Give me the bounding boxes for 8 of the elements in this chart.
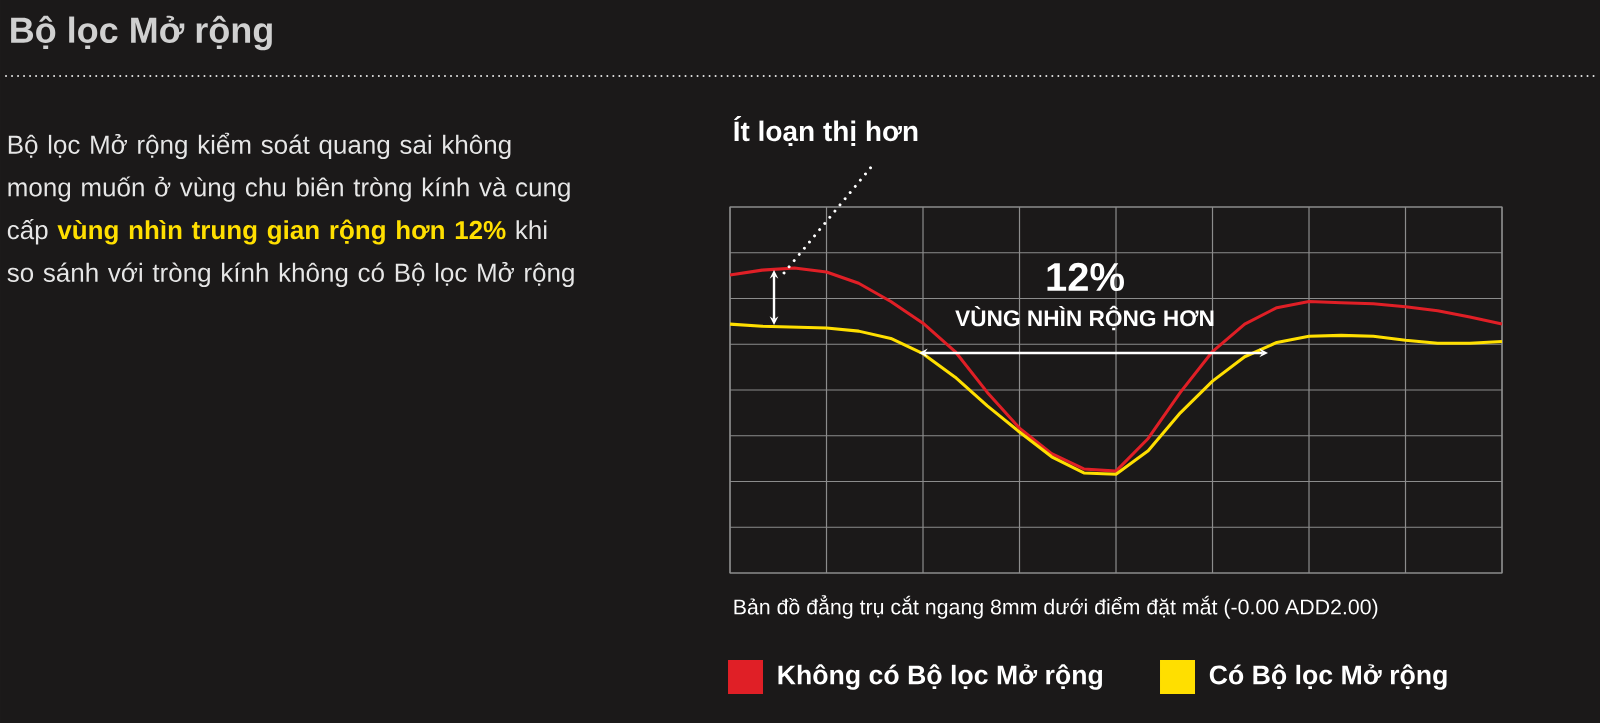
annotation: VÙNG NHÌN RỘNG HƠN bbox=[955, 305, 1214, 331]
legend-label: Có Bộ lọc Mở rộng bbox=[1209, 664, 1447, 690]
text: Ít loạn thị hơn bbox=[734, 116, 918, 146]
legend-label: Không có Bộ lọc Mở rộng bbox=[778, 664, 1103, 690]
annotation: 12% bbox=[1047, 262, 1124, 292]
text: Bộ lọc Mở rộng kiểm soát quang sai không mong muốn ở vùng chu biên tròng kính và cung cấp vùng nhìn trung gian rộng hơn 12% khi so sánh với tròng kính không có Bộ lọc Mở rộng bbox=[7, 132, 574, 288]
text: Bản đồ đẳng trụ cắt ngang 8mm dưới điểm đặt mắt (-0.00 ADD2.00) bbox=[734, 595, 1378, 619]
text: Bộ lọc Mở rộng bbox=[11, 15, 272, 51]
